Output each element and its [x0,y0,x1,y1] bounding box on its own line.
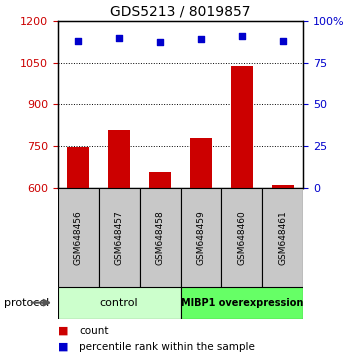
Text: ■: ■ [58,342,68,352]
Point [198,36,204,41]
Point [116,35,122,41]
Bar [67,147,90,188]
Text: GSM648461: GSM648461 [278,210,287,264]
Bar [271,185,294,188]
Bar [190,138,212,188]
Bar [180,188,221,287]
Text: GSM648457: GSM648457 [115,210,123,264]
Text: GSM648460: GSM648460 [238,210,246,264]
Text: control: control [100,298,138,308]
Title: GDS5213 / 8019857: GDS5213 / 8019857 [110,5,251,19]
Text: protocol: protocol [4,298,49,308]
Bar [231,65,253,188]
Text: MIBP1 overexpression: MIBP1 overexpression [181,298,303,308]
Bar [149,172,171,188]
Bar [58,188,99,287]
Text: ■: ■ [58,326,68,336]
Bar [108,130,130,188]
Point [75,38,81,44]
Text: GSM648456: GSM648456 [74,210,83,264]
Text: GSM648458: GSM648458 [156,210,165,264]
Bar [58,287,180,319]
Point [280,38,286,44]
Bar [140,188,180,287]
Bar [99,188,140,287]
Text: percentile rank within the sample: percentile rank within the sample [79,342,255,352]
Text: count: count [79,326,109,336]
Text: GSM648459: GSM648459 [196,210,205,264]
Bar [180,287,303,319]
Bar [262,188,303,287]
Bar [221,188,262,287]
Point [239,33,245,39]
Point [157,39,163,45]
